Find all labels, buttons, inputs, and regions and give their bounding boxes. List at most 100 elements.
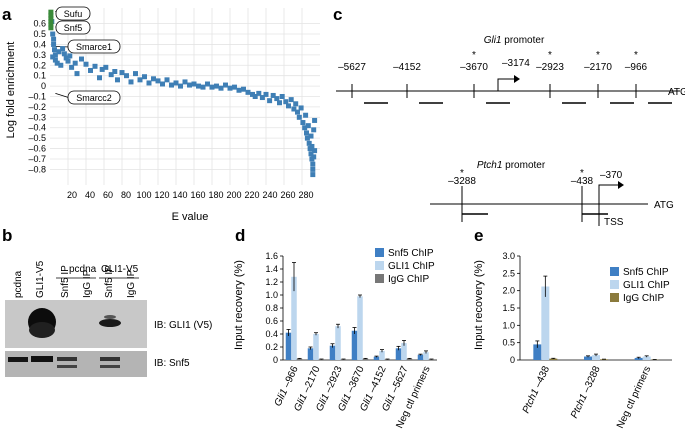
panel-e-legend-label: IgG ChIP	[623, 293, 664, 304]
panel-a-xtick-label: 200	[226, 190, 241, 200]
panel-a-data-point	[191, 81, 197, 87]
gli1-promoter-title: Gli1 promoter	[484, 35, 545, 46]
panel-a-data-point	[187, 82, 192, 88]
panel-a-annotation-label: Smarce1	[76, 42, 112, 52]
panel-a-ytick-label: –0.8	[28, 164, 46, 174]
panel-a-data-point	[112, 69, 118, 75]
panel-a-highlight-point	[48, 12, 54, 18]
panel-a-ytick-label: 0	[41, 81, 46, 91]
panel-a-xtick-label: 260	[280, 190, 295, 200]
panel-e-legend-label: Snf5 ChIP	[623, 267, 669, 278]
panel-a-data-point	[293, 101, 299, 107]
blot-snf5-band-lane5b	[100, 365, 120, 368]
panel-e-category-label: Neg ctl primers	[615, 365, 653, 431]
panel-d-legend-label: IgG ChIP	[388, 274, 429, 285]
panel-a-data-point	[56, 49, 62, 55]
gli1-atg-label: ATG	[668, 87, 685, 98]
panel-a-ytick-label: 0.3	[33, 50, 46, 60]
panel-d-bar	[335, 326, 341, 360]
panel-a-xtick-label: 220	[244, 190, 259, 200]
panel-a-data-point	[83, 61, 89, 67]
panel-a-data-point	[306, 140, 312, 146]
panel-d-ytick-label: 1.6	[265, 251, 278, 261]
blot-snf5-band-lane3b	[57, 365, 77, 368]
panel-a-xtick-label: 100	[136, 190, 151, 200]
panel-a-data-point	[310, 172, 316, 178]
panel-a-xtick-label: 120	[154, 190, 169, 200]
gli1-title-rest: promoter	[502, 35, 545, 46]
panel-d-category-site: –2923	[322, 364, 345, 397]
panel-a-data-point	[310, 161, 316, 167]
panel-d-bar	[373, 356, 380, 360]
panel-c-label: c	[333, 5, 342, 24]
lane-label-6: IgG IP	[126, 269, 137, 298]
panel-a-data-point	[308, 151, 314, 157]
panel-a-data-point	[119, 70, 125, 76]
ptch1-site-star: *	[460, 168, 464, 179]
gli1-site-star: *	[596, 50, 600, 61]
gli1-tss-label: –3174	[502, 58, 530, 69]
panel-a-data-point	[61, 51, 67, 57]
panel-d-legend-label: Snf5 ChIP	[388, 248, 434, 259]
panel-a-ytick-label: –0.4	[28, 123, 46, 133]
panel-d-ytick-label: 0.2	[265, 342, 278, 352]
panel-e-ytick-label: 2.0	[502, 286, 515, 296]
panel-a-data-point	[52, 47, 57, 53]
panel-a-data-point	[236, 87, 242, 93]
panel-e-legend-label: GLI1 ChIP	[623, 280, 670, 291]
panel-a-data-point	[50, 31, 56, 37]
blot-snf5-band-lane5	[100, 357, 120, 361]
blot-gli1-label: IB: GLI1 (V5)	[154, 320, 212, 331]
panel-e-legend-swatch	[610, 267, 619, 276]
panel-a-data-point	[296, 114, 302, 120]
panel-d-bar	[395, 348, 402, 360]
panel-a-xtick-label: 40	[85, 190, 95, 200]
ptch1-tss-arrowhead	[618, 181, 624, 189]
panel-e-bar	[549, 358, 558, 360]
blot-snf5-label: IB: Snf5	[154, 358, 190, 369]
panel-a-data-point	[256, 90, 262, 96]
panel-a-annotation-box	[55, 20, 91, 35]
panel-a-data-point	[270, 92, 276, 98]
blot-snf5-membrane	[5, 351, 147, 377]
panel-b-western-blot: pcdna GLI1-V5 pcdna GLI1-V5 Snf5 IP IgG …	[5, 260, 212, 377]
panel-a-ytick-label: 0.1	[33, 71, 46, 81]
panel-a-ytick-label: 0.2	[33, 60, 46, 70]
blot-gli1-band-lane5	[99, 319, 121, 327]
panel-e-bar	[584, 356, 592, 360]
panel-a-data-point	[160, 81, 165, 87]
panel-a-highlight-point	[48, 19, 54, 25]
panel-e-legend-swatch	[610, 293, 619, 302]
panel-a-annotation-label: Sufu	[64, 9, 83, 19]
panel-a-data-point	[124, 73, 129, 79]
panel-a-data-point	[218, 85, 224, 91]
panel-e-bar	[592, 355, 600, 360]
panel-a-data-point	[51, 36, 57, 42]
panel-a-ytick-label: –0.7	[28, 154, 46, 164]
panel-e-ytick-label: 0	[510, 355, 515, 365]
panel-d-bar	[401, 343, 407, 360]
ptch1-site-label: –3288	[448, 176, 476, 187]
panel-a-data-point	[50, 54, 56, 60]
panel-a-xlabel: E value	[172, 211, 209, 223]
panel-a-data-point	[60, 46, 66, 52]
panel-a-data-point	[232, 84, 237, 90]
panel-a-highlight-point	[48, 25, 54, 31]
blot-snf5-band-lane2	[31, 356, 53, 362]
ptch1-tss-label: TSS	[604, 217, 624, 228]
panel-a-data-point	[151, 76, 156, 82]
panel-a-xtick-label: 280	[298, 190, 313, 200]
panel-a-data-point	[291, 106, 297, 112]
panel-a-data-point	[286, 103, 291, 109]
panel-d-ylabel: Input recovery (%)	[233, 260, 245, 350]
panel-a-ytick-label: –0.1	[28, 92, 46, 102]
panel-e-category-site: –438	[532, 364, 553, 392]
panel-d-label: d	[235, 226, 245, 245]
panel-d-category-site: –2170	[300, 364, 323, 397]
lane-label-3: Snf5 IP	[60, 265, 71, 298]
panel-a-data-point	[259, 95, 265, 101]
panel-a-data-point	[65, 58, 71, 64]
panel-e-label: e	[474, 226, 483, 245]
panel-d-bar	[285, 332, 292, 360]
panel-a-xtick-label: 180	[208, 190, 223, 200]
